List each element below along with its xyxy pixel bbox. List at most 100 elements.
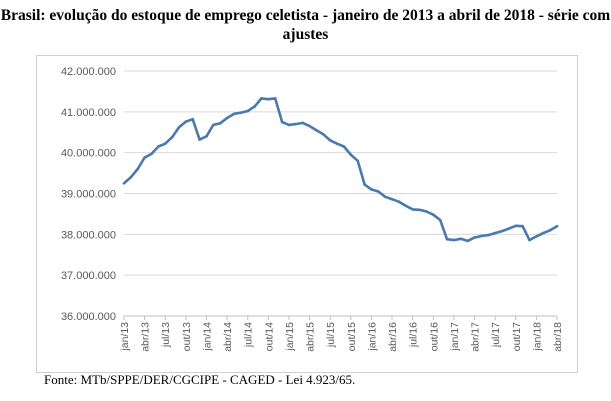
data-point bbox=[493, 231, 497, 235]
data-point bbox=[404, 204, 408, 208]
data-point bbox=[136, 167, 140, 171]
x-tick-label: jan/14 bbox=[201, 322, 213, 352]
data-point bbox=[452, 238, 456, 242]
data-point bbox=[500, 229, 504, 233]
data-point bbox=[480, 234, 483, 238]
data-point bbox=[150, 152, 153, 156]
data-point bbox=[322, 132, 325, 136]
data-point bbox=[548, 228, 552, 232]
data-point bbox=[280, 120, 284, 124]
x-tick-label: jul/16 bbox=[408, 322, 420, 348]
data-point bbox=[260, 97, 263, 100]
data-point bbox=[411, 208, 414, 211]
x-tick-label: abr/13 bbox=[140, 322, 152, 352]
data-point bbox=[342, 145, 346, 148]
data-point bbox=[418, 208, 421, 212]
data-point bbox=[177, 126, 181, 129]
data-point bbox=[198, 138, 201, 141]
x-tick-label: jul/15 bbox=[325, 322, 337, 348]
data-point bbox=[328, 139, 332, 142]
data-point bbox=[514, 224, 518, 228]
x-tick-label: jan/16 bbox=[366, 322, 378, 352]
data-point bbox=[294, 122, 298, 126]
x-tick-label: out/13 bbox=[181, 322, 193, 351]
data-point bbox=[356, 159, 359, 163]
y-tick-label: 39.000.000 bbox=[61, 189, 116, 201]
data-point bbox=[239, 111, 243, 114]
data-point bbox=[383, 195, 387, 199]
data-point bbox=[225, 116, 229, 120]
data-point bbox=[486, 233, 490, 237]
y-tick-label: 41.000.000 bbox=[61, 107, 116, 119]
data-point bbox=[431, 213, 435, 217]
data-point bbox=[267, 97, 270, 101]
data-point bbox=[157, 145, 160, 148]
data-point bbox=[246, 109, 250, 113]
data-point bbox=[143, 156, 146, 159]
data-point bbox=[349, 153, 353, 157]
data-point bbox=[507, 227, 511, 230]
data-point bbox=[397, 200, 401, 203]
data-point bbox=[218, 121, 222, 125]
data-point bbox=[377, 190, 380, 193]
x-tick-label: jul/14 bbox=[243, 322, 255, 348]
x-tick-label: jul/13 bbox=[160, 322, 172, 348]
data-point bbox=[466, 239, 469, 243]
data-point bbox=[170, 135, 174, 139]
y-tick-label: 42.000.000 bbox=[61, 66, 116, 78]
source-note: Fonte: MTb/SPPE/DER/CGCIPE - CAGED - Lei… bbox=[44, 372, 356, 387]
gridlines bbox=[124, 70, 557, 317]
data-point bbox=[528, 238, 531, 242]
x-axis-tick-labels: jan/13 abr/13 jul/13 out/13 jan/14 abr/14 jul/… bbox=[119, 322, 564, 352]
data-point bbox=[521, 224, 524, 228]
x-axis bbox=[123, 315, 558, 320]
data-point bbox=[370, 188, 373, 191]
data-point bbox=[184, 120, 188, 123]
x-tick-label: out/16 bbox=[428, 322, 440, 351]
data-point bbox=[163, 142, 167, 145]
data-point bbox=[473, 236, 476, 239]
data-point bbox=[232, 112, 236, 116]
x-tick-label: out/15 bbox=[346, 322, 358, 351]
data-point bbox=[315, 128, 318, 132]
y-tick-label: 37.000.000 bbox=[61, 270, 116, 282]
data-point bbox=[129, 175, 133, 179]
x-tick-label: out/17 bbox=[511, 322, 523, 351]
data-point bbox=[191, 117, 195, 121]
x-tick-label: jan/15 bbox=[284, 322, 296, 352]
x-tick-label: jan/17 bbox=[449, 322, 461, 352]
data-point bbox=[425, 210, 428, 213]
data-point bbox=[459, 237, 463, 241]
x-tick-label: abr/17 bbox=[470, 322, 482, 352]
data-point bbox=[273, 97, 277, 100]
x-tick-label: jan/13 bbox=[119, 322, 131, 352]
data-point bbox=[205, 135, 208, 138]
series-line-estoque bbox=[122, 97, 559, 243]
data-point bbox=[390, 197, 394, 201]
series-layer bbox=[122, 97, 559, 243]
y-tick-label: 36.000.000 bbox=[61, 311, 116, 323]
x-tick-label: out/14 bbox=[263, 322, 275, 351]
data-point bbox=[301, 121, 304, 125]
y-tick-label: 40.000.000 bbox=[61, 148, 116, 160]
chart-frame: 36.000.000 37.000.000 38.000.000 39.000.000… bbox=[36, 55, 578, 373]
chart-title: Brasil: evolução do estoque de emprego c… bbox=[0, 7, 611, 43]
y-axis-tick-labels: 36.000.000 37.000.000 38.000.000 39.000.000… bbox=[61, 66, 116, 323]
x-tick-label: jan/18 bbox=[531, 322, 543, 352]
data-point bbox=[212, 123, 215, 127]
data-point bbox=[541, 231, 545, 235]
x-tick-label: abr/18 bbox=[552, 322, 564, 352]
x-tick-label: abr/16 bbox=[387, 322, 399, 352]
data-point bbox=[335, 142, 339, 145]
data-point bbox=[555, 224, 559, 228]
data-point bbox=[445, 237, 449, 241]
line-chart: 36.000.000 37.000.000 38.000.000 39.000.000… bbox=[61, 66, 564, 352]
x-tick-label: abr/15 bbox=[305, 322, 317, 352]
data-point bbox=[438, 218, 442, 222]
data-point bbox=[253, 105, 256, 108]
data-point bbox=[535, 235, 538, 238]
data-point bbox=[122, 181, 126, 185]
y-tick-label: 38.000.000 bbox=[61, 229, 116, 241]
data-point bbox=[363, 183, 366, 186]
data-point bbox=[308, 124, 311, 128]
